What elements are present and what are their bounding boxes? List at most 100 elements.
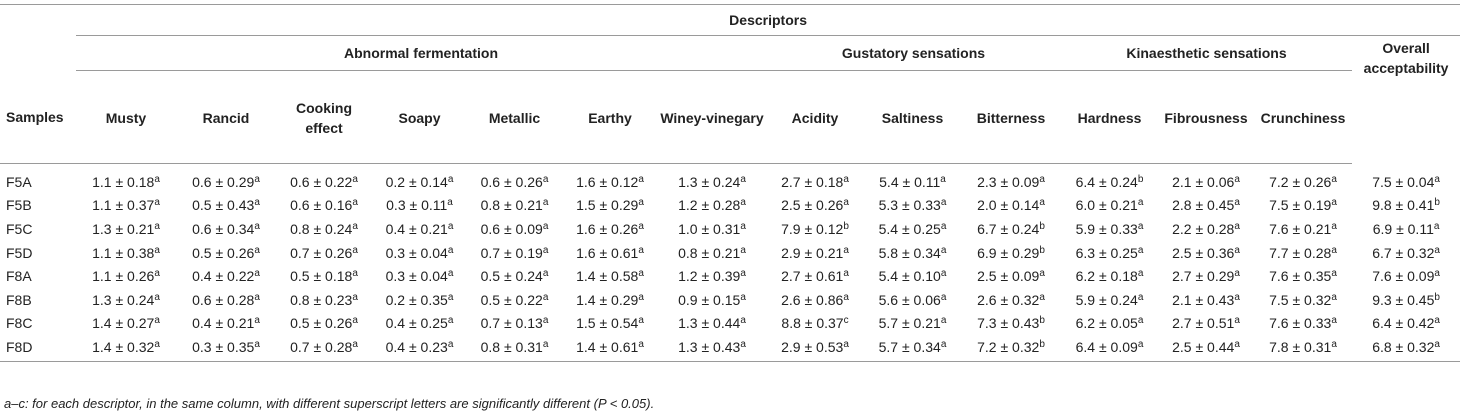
significance-letter: a — [1331, 220, 1337, 232]
significance-letter: a — [1331, 338, 1337, 350]
value-cell: 0.7 ± 0.19a — [467, 241, 562, 265]
significance-letter: a — [638, 291, 644, 303]
significance-letter: a — [740, 220, 746, 232]
significance-letter: a — [638, 315, 644, 327]
significance-letter: a — [254, 197, 260, 209]
value-text: 2.1 ± 0.43 — [1172, 291, 1235, 308]
significance-letter: a — [1137, 197, 1144, 209]
value-cell: 0.5 ± 0.26a — [276, 312, 372, 336]
significance-letter: a — [1137, 315, 1144, 327]
significance-letter: a — [542, 338, 549, 350]
value-text: 7.8 ± 0.31 — [1269, 338, 1332, 355]
value-cell: 5.9 ± 0.33a — [1061, 217, 1158, 241]
column-header-musty: Musty — [76, 70, 176, 164]
value-cell: 0.8 ± 0.21a — [467, 194, 562, 218]
descriptors-header: Descriptors — [76, 4, 1460, 36]
value-text: 0.3 ± 0.04 — [385, 244, 448, 261]
value-text: 1.2 ± 0.28 — [678, 197, 741, 214]
value-text: 2.5 ± 0.09 — [977, 268, 1040, 285]
significance-letter: a — [1434, 173, 1440, 185]
value-text: 1.6 ± 0.26 — [576, 220, 639, 237]
significance-letter: a — [843, 268, 849, 280]
value-cell: 6.2 ± 0.18a — [1061, 264, 1158, 288]
column-header-saltiness: Saltiness — [864, 70, 961, 164]
value-text: 0.8 ± 0.23 — [290, 291, 353, 308]
significance-letter: a — [352, 291, 358, 303]
sample-cell: F8D — [0, 335, 76, 362]
significance-letter: a — [254, 338, 260, 350]
value-text: 2.8 ± 0.45 — [1172, 197, 1235, 214]
value-text: 1.4 ± 0.58 — [576, 268, 639, 285]
value-text: 6.3 ± 0.25 — [1075, 244, 1138, 261]
value-text: 7.5 ± 0.04 — [1372, 173, 1435, 190]
value-text: 0.5 ± 0.43 — [192, 197, 255, 214]
column-header-fibrousness: Fibrousness — [1158, 70, 1254, 164]
value-text: 0.3 ± 0.35 — [192, 338, 255, 355]
value-text: 0.5 ± 0.26 — [192, 244, 255, 261]
value-cell: 2.8 ± 0.45a — [1158, 194, 1254, 218]
value-text: 5.7 ± 0.34 — [878, 338, 941, 355]
sample-cell: F5A — [6, 173, 32, 190]
value-cell: 7.9 ± 0.12b — [766, 217, 864, 241]
value-cell: 0.3 ± 0.35a — [176, 335, 276, 362]
value-cell: 1.3 ± 0.24a — [658, 164, 766, 194]
value-text: 1.3 ± 0.44 — [678, 315, 741, 332]
value-text: 2.9 ± 0.21 — [781, 244, 844, 261]
value-text: 0.6 ± 0.26 — [480, 173, 543, 190]
significance-letter: a — [1234, 268, 1240, 280]
significance-letter: a — [1039, 197, 1045, 209]
significance-letter: a — [542, 173, 549, 185]
significance-letter: a — [352, 197, 358, 209]
value-text: 1.0 ± 0.31 — [678, 220, 741, 237]
significance-letter: a — [352, 220, 358, 232]
value-cell: 1.4 ± 0.27a — [76, 312, 176, 336]
value-text: 7.3 ± 0.43 — [977, 315, 1040, 332]
value-cell: 0.8 ± 0.23a — [276, 288, 372, 312]
value-cell: 0.6 ± 0.09a — [467, 217, 562, 241]
group-overall-acceptability: Overall acceptability — [1352, 35, 1460, 164]
sample-cell: F8A — [6, 268, 32, 285]
significance-letter: b — [1039, 220, 1045, 232]
value-text: 5.4 ± 0.25 — [878, 220, 941, 237]
value-cell: 0.6 ± 0.16a — [276, 194, 372, 218]
value-cell: 0.6 ± 0.26a — [467, 164, 562, 194]
significance-letter: a — [1039, 173, 1045, 185]
value-text: 2.7 ± 0.29 — [1172, 268, 1235, 285]
value-text: 0.5 ± 0.18 — [290, 268, 353, 285]
value-cell: 0.4 ± 0.21a — [372, 217, 467, 241]
value-cell: 7.5 ± 0.19a — [1254, 194, 1352, 218]
value-text: 2.0 ± 0.14 — [977, 197, 1040, 214]
value-cell: 0.6 ± 0.29a — [176, 164, 276, 194]
value-cell: 6.3 ± 0.25a — [1061, 241, 1158, 265]
significance-letter: b — [1137, 173, 1144, 185]
value-cell: 5.8 ± 0.34a — [864, 241, 961, 265]
significance-letter: a — [740, 173, 746, 185]
significance-letter: a — [1234, 291, 1240, 303]
value-text: 0.8 ± 0.21 — [678, 244, 741, 261]
value-cell: 1.4 ± 0.58a — [562, 264, 658, 288]
column-header-rancid: Rancid — [176, 70, 276, 164]
column-header-hardness: Hardness — [1061, 70, 1158, 164]
significance-letter: a — [542, 315, 549, 327]
value-text: 0.6 ± 0.16 — [290, 197, 353, 214]
significance-letter: b — [843, 220, 849, 232]
significance-letter: a — [447, 268, 454, 280]
value-text: 0.6 ± 0.22 — [290, 173, 353, 190]
value-text: 7.6 ± 0.33 — [1269, 315, 1332, 332]
value-text: 2.2 ± 0.28 — [1172, 220, 1235, 237]
significance-letter: a — [740, 315, 746, 327]
value-cell: 5.6 ± 0.06a — [864, 288, 961, 312]
value-cell: 6.8 ± 0.32a — [1352, 335, 1460, 362]
value-cell: 0.7 ± 0.13a — [467, 312, 562, 336]
value-cell: 9.3 ± 0.45b — [1352, 288, 1460, 312]
significance-letter: a — [740, 291, 746, 303]
significance-letter: a — [740, 244, 746, 256]
value-cell: 7.6 ± 0.21a — [1254, 217, 1352, 241]
significance-letter: a — [1137, 291, 1144, 303]
significance-letter: a — [254, 268, 260, 280]
significance-letter: a — [542, 268, 549, 280]
significance-letter: a — [638, 220, 644, 232]
value-cell: 0.6 ± 0.22a — [276, 164, 372, 194]
significance-letter: a — [447, 244, 454, 256]
